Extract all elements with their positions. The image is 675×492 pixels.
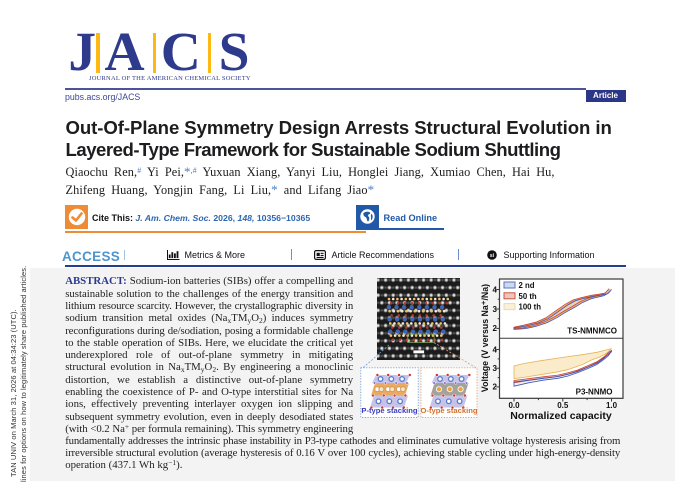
svg-text:1.0: 1.0 (606, 401, 618, 410)
svg-text:O-type stacking: O-type stacking (421, 406, 478, 415)
svg-text:2: 2 (493, 324, 498, 333)
svg-text:Normalized capacity: Normalized capacity (510, 410, 612, 422)
svg-text:2: 2 (493, 383, 498, 392)
svg-text:Voltage (V versus Na⁺/Na): Voltage (V versus Na⁺/Na) (480, 284, 490, 392)
svg-text:P3-NNMO: P3-NNMO (576, 387, 613, 396)
svg-text:50 th: 50 th (519, 292, 537, 301)
svg-text:2 nd: 2 nd (519, 281, 535, 290)
svg-text:3: 3 (493, 305, 498, 314)
svg-text:100 th: 100 th (519, 303, 542, 312)
svg-text:0.5: 0.5 (557, 401, 569, 410)
svg-text:3: 3 (493, 364, 498, 373)
svg-text:si: si (490, 253, 495, 259)
svg-text:P-type stacking: P-type stacking (361, 406, 417, 415)
svg-text:4: 4 (493, 345, 498, 354)
svg-text:4: 4 (493, 285, 498, 294)
svg-text:TS-NMNMCO: TS-NMNMCO (567, 327, 617, 336)
svg-text:0.0: 0.0 (508, 401, 520, 410)
